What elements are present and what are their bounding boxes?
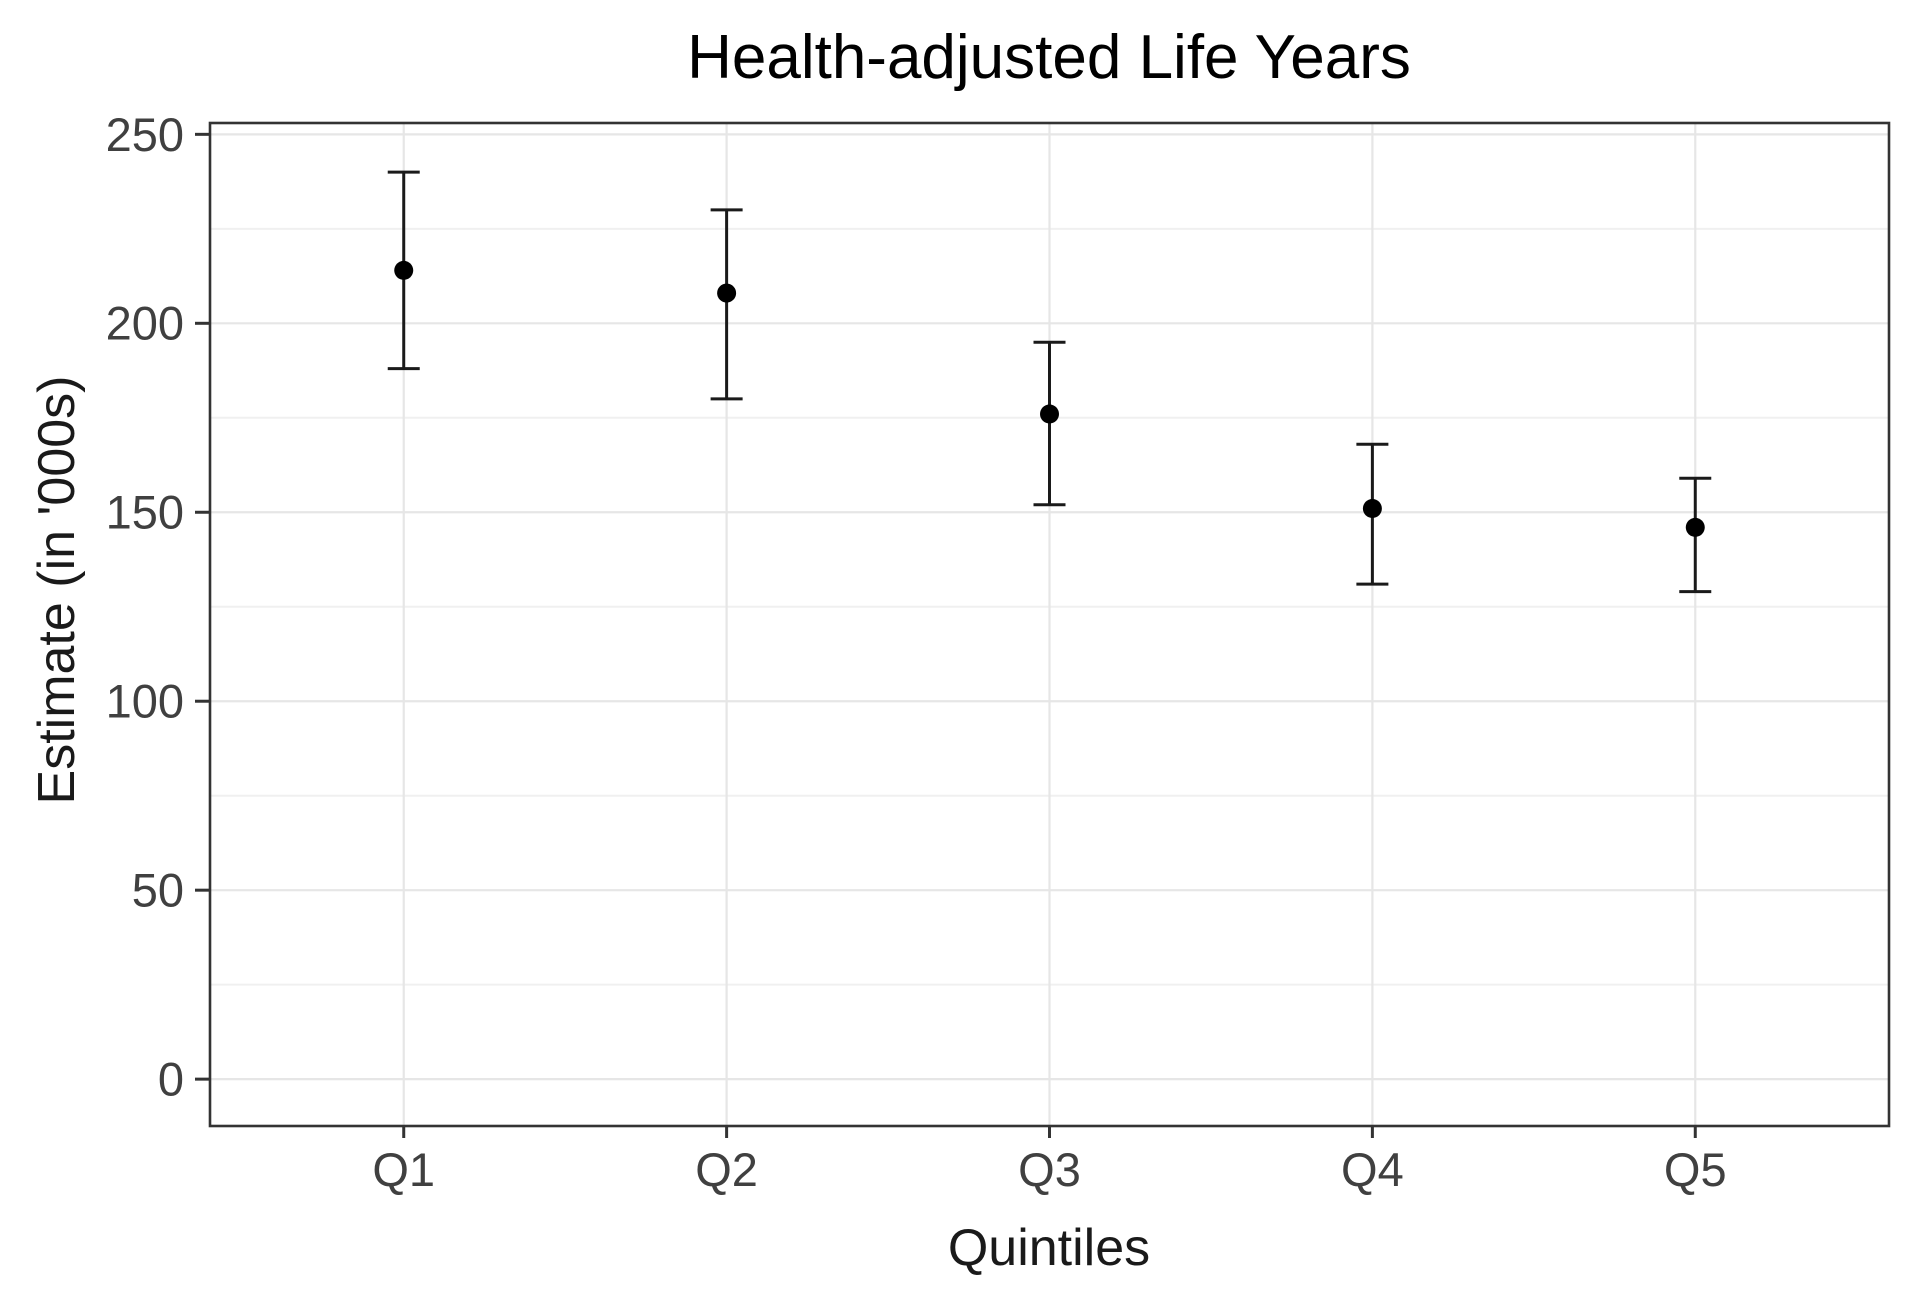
data-point — [1685, 517, 1705, 537]
y-tick-label: 0 — [158, 1053, 184, 1106]
x-tick-label: Q5 — [1664, 1143, 1727, 1196]
y-axis-title: Estimate (in '000s) — [28, 376, 86, 805]
x-tick-label: Q3 — [1018, 1143, 1081, 1196]
x-tick-label: Q2 — [695, 1143, 758, 1196]
data-point — [717, 283, 737, 303]
y-tick-label: 250 — [106, 108, 184, 161]
axis-tick-labels: 0 50 100 150 200 250 Q1 Q2 Q3 Q4 Q5 — [106, 108, 1727, 1196]
data-marks — [387, 170, 1712, 594]
y-tick-label: 50 — [132, 864, 184, 917]
y-tick-label: 100 — [106, 675, 184, 728]
y-tick-label: 150 — [106, 486, 184, 539]
data-point — [1362, 498, 1382, 518]
x-tick-label: Q4 — [1341, 1143, 1404, 1196]
x-axis-title: Quintiles — [948, 1219, 1150, 1277]
data-point — [394, 260, 414, 280]
data-point — [1040, 404, 1059, 424]
axis-ticks — [195, 132, 1697, 1138]
x-tick-label: Q1 — [372, 1143, 435, 1196]
chart-title: Health-adjusted Life Years — [687, 23, 1411, 92]
y-tick-label: 200 — [106, 297, 184, 350]
